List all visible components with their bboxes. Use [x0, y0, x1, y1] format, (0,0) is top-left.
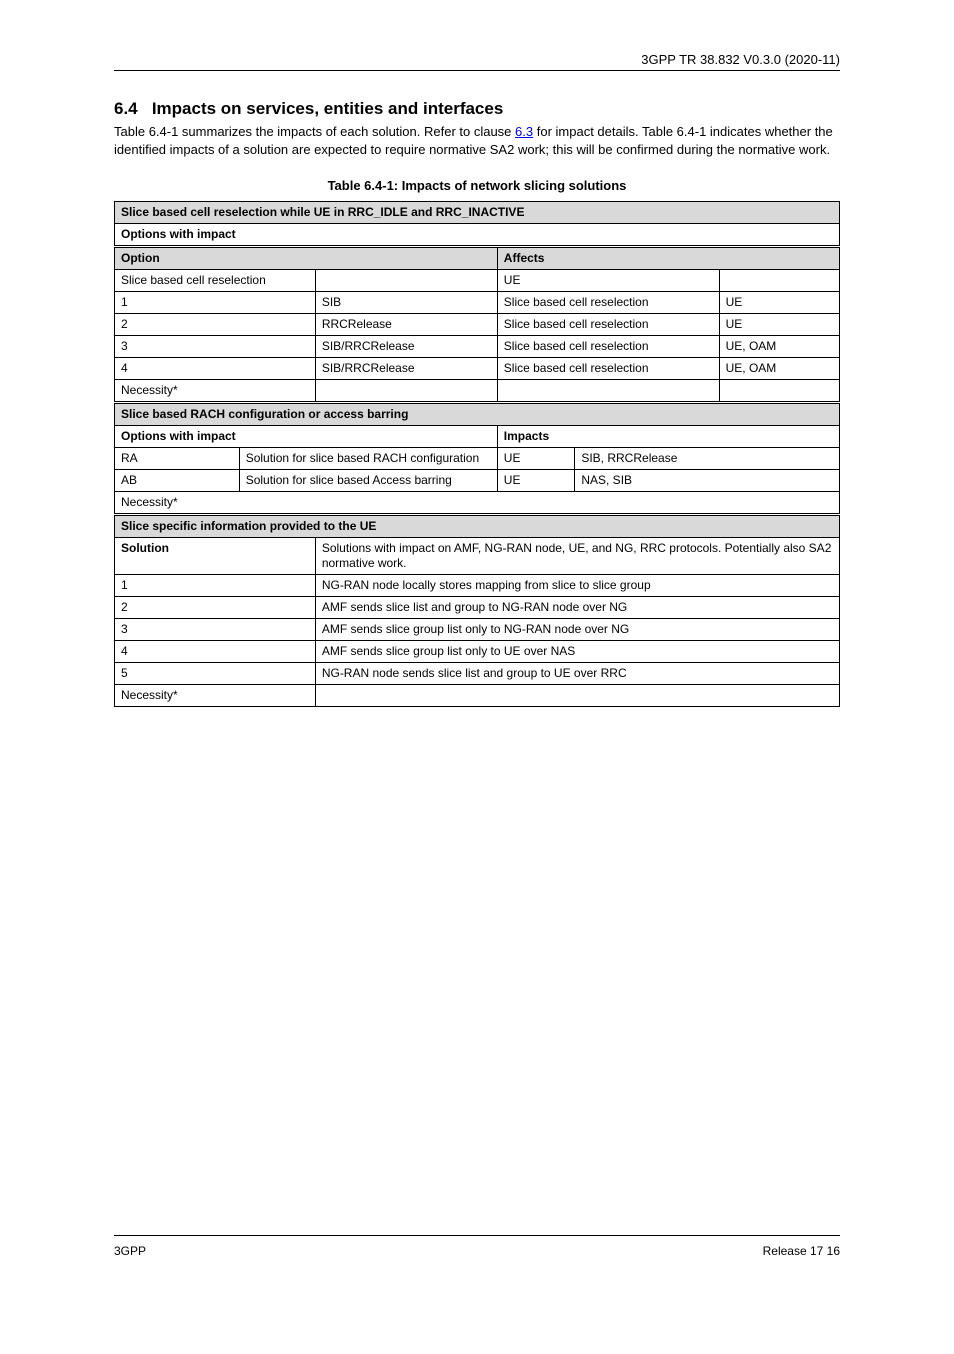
cell: 1 — [115, 575, 316, 597]
cell: 3 — [115, 336, 316, 358]
cell: UE, OAM — [719, 336, 839, 358]
cell — [497, 380, 719, 403]
section-title-text: Impacts on services, entities and interf… — [152, 99, 503, 118]
footer-right: Release 17 16 — [763, 1244, 840, 1258]
cell: UE — [719, 314, 839, 336]
intro-paragraph: Table 6.4-1 summarizes the impacts of ea… — [114, 123, 840, 158]
cell: AB — [115, 470, 240, 492]
clause-link[interactable]: 6.3 — [515, 124, 533, 139]
cell: Impacts — [497, 426, 839, 448]
table-row: Options with impact — [115, 224, 840, 247]
banner-cell: Slice specific information provided to t… — [115, 515, 840, 538]
cell: Slice based cell reselection — [497, 358, 719, 380]
table-row: 4 SIB/RRCRelease Slice based cell resele… — [115, 358, 840, 380]
cell: Solution for slice based Access barring — [239, 470, 497, 492]
table-row: Option Affects — [115, 247, 840, 270]
table-row: Slice based RACH configuration or access… — [115, 403, 840, 426]
section-number: 6.4 — [114, 99, 138, 118]
cell: Solutions with impact on AMF, NG-RAN nod… — [315, 538, 839, 575]
table-row: 1 NG-RAN node locally stores mapping fro… — [115, 575, 840, 597]
cell — [315, 270, 497, 292]
cell: Necessity* — [115, 685, 316, 707]
cell: 5 — [115, 663, 316, 685]
cell: AMF sends slice group list only to UE ov… — [315, 641, 839, 663]
cell — [719, 270, 839, 292]
cell: AMF sends slice group list only to NG-RA… — [315, 619, 839, 641]
cell: Slice based cell reselection — [497, 314, 719, 336]
cell: UE — [497, 470, 575, 492]
cell: UE — [497, 448, 575, 470]
table-row: AB Solution for slice based Access barri… — [115, 470, 840, 492]
rule-bottom — [114, 1235, 840, 1236]
cell: 4 — [115, 358, 316, 380]
intro-before-link: Table 6.4-1 summarizes the impacts of ea… — [114, 124, 515, 139]
cell: SIB, RRCRelease — [575, 448, 840, 470]
subtitle-cell: Options with impact — [115, 224, 840, 247]
cell: 3 — [115, 619, 316, 641]
cell: UE, OAM — [719, 358, 839, 380]
cell: Options with impact — [115, 426, 498, 448]
cell: 2 — [115, 597, 316, 619]
cell: SIB/RRCRelease — [315, 336, 497, 358]
table-row: 2 RRCRelease Slice based cell reselectio… — [115, 314, 840, 336]
cell: 2 — [115, 314, 316, 336]
cell — [719, 380, 839, 403]
cell: Option — [115, 247, 498, 270]
table-row: Necessity* — [115, 380, 840, 403]
table-row: Necessity* — [115, 685, 840, 707]
cell — [315, 685, 839, 707]
cell: SIB — [315, 292, 497, 314]
table-row: 2 AMF sends slice list and group to NG-R… — [115, 597, 840, 619]
cell: Slice based cell reselection — [497, 336, 719, 358]
cell: Affects — [497, 247, 839, 270]
cell: 4 — [115, 641, 316, 663]
table-row: 5 NG-RAN node sends slice list and group… — [115, 663, 840, 685]
table-caption: Table 6.4-1: Impacts of network slicing … — [114, 178, 840, 193]
cell: NG-RAN node sends slice list and group t… — [315, 663, 839, 685]
cell: AMF sends slice list and group to NG-RAN… — [315, 597, 839, 619]
cell: RA — [115, 448, 240, 470]
cell: Necessity* — [115, 492, 840, 515]
page: 3GPP TR 38.832 V0.3.0 (2020-11) 6.4 Impa… — [0, 0, 954, 1354]
cell: Solution — [115, 538, 316, 575]
cell: Slice based cell reselection — [115, 270, 316, 292]
table-row: Slice specific information provided to t… — [115, 515, 840, 538]
banner-cell: Slice based cell reselection while UE in… — [115, 202, 840, 224]
header-doc-id: 3GPP TR 38.832 V0.3.0 (2020-11) — [641, 52, 840, 67]
banner-cell: Slice based RACH configuration or access… — [115, 403, 840, 426]
rule-top — [114, 70, 840, 71]
cell — [315, 380, 497, 403]
cell: UE — [497, 270, 719, 292]
table-row: RA Solution for slice based RACH configu… — [115, 448, 840, 470]
table-row: 1 SIB Slice based cell reselection UE — [115, 292, 840, 314]
table-row: 3 AMF sends slice group list only to NG-… — [115, 619, 840, 641]
cell: Slice based cell reselection — [497, 292, 719, 314]
cell: UE — [719, 292, 839, 314]
table-row: Solution Solutions with impact on AMF, N… — [115, 538, 840, 575]
cell: SIB/RRCRelease — [315, 358, 497, 380]
table-row: Options with impact Impacts — [115, 426, 840, 448]
cell: RRCRelease — [315, 314, 497, 336]
footer-left: 3GPP — [114, 1244, 146, 1258]
table-row: 3 SIB/RRCRelease Slice based cell resele… — [115, 336, 840, 358]
impacts-table: Slice based cell reselection while UE in… — [114, 201, 840, 707]
section-heading: 6.4 Impacts on services, entities and in… — [114, 99, 840, 119]
table-row: Necessity* — [115, 492, 840, 515]
cell: NG-RAN node locally stores mapping from … — [315, 575, 839, 597]
table-row: Slice based cell reselection UE — [115, 270, 840, 292]
cell: NAS, SIB — [575, 470, 840, 492]
cell: 1 — [115, 292, 316, 314]
cell: Necessity* — [115, 380, 316, 403]
table-row: Slice based cell reselection while UE in… — [115, 202, 840, 224]
table-row: 4 AMF sends slice group list only to UE … — [115, 641, 840, 663]
cell: Solution for slice based RACH configurat… — [239, 448, 497, 470]
